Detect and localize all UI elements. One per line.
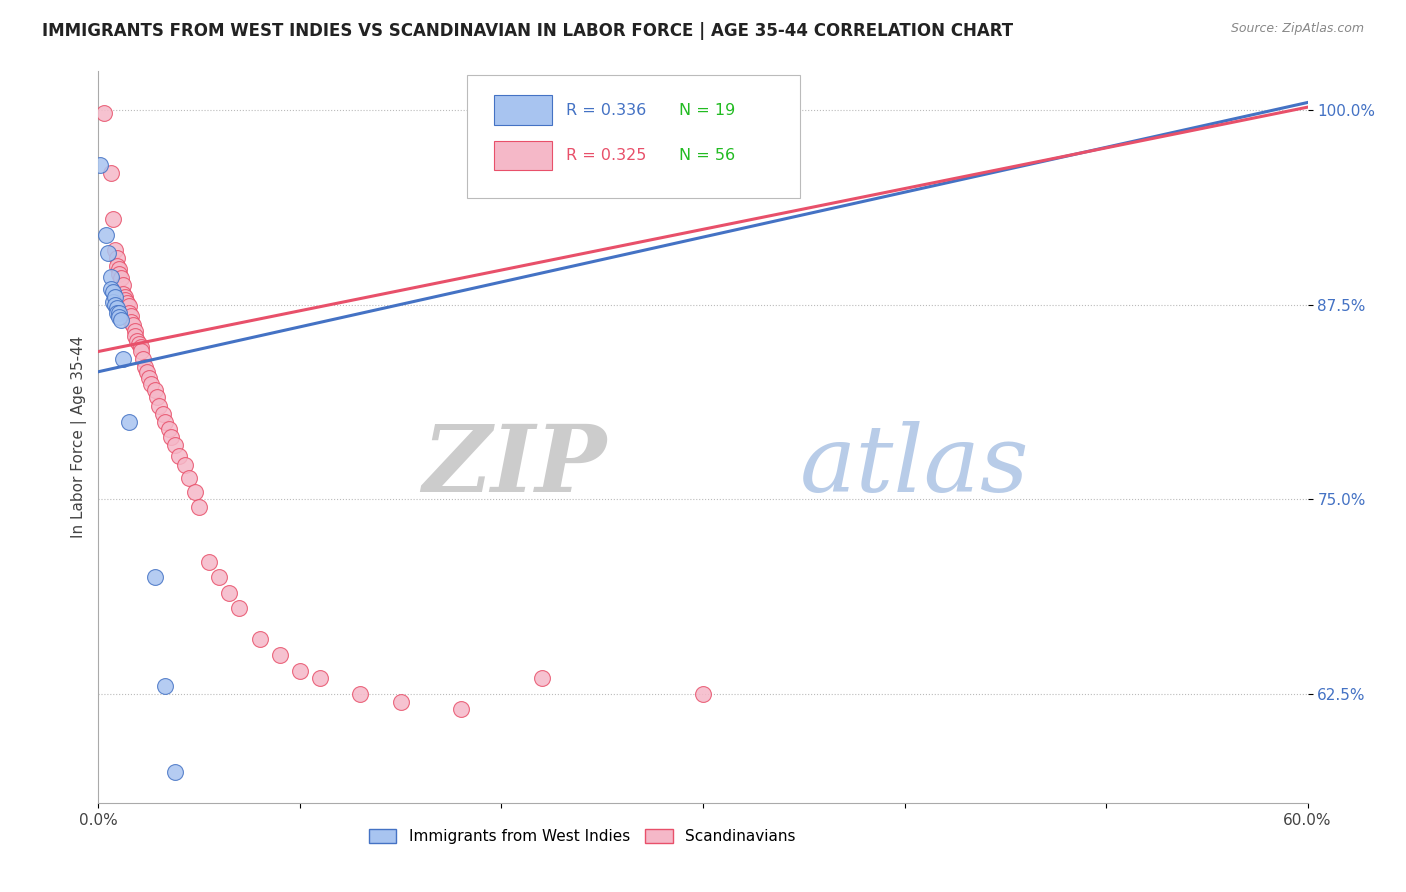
Point	[118, 299, 141, 313]
Point	[129, 340, 152, 354]
Point	[148, 399, 170, 413]
Point	[97, 246, 120, 260]
Point	[163, 764, 186, 779]
Point	[288, 664, 311, 678]
Point	[129, 344, 152, 359]
Point	[138, 371, 160, 385]
Point	[389, 695, 412, 709]
Point	[105, 251, 128, 265]
Point	[208, 570, 231, 584]
Point	[100, 282, 122, 296]
Point	[228, 601, 250, 615]
Point	[107, 305, 129, 319]
Point	[349, 687, 371, 701]
Point	[692, 687, 714, 701]
FancyBboxPatch shape	[467, 75, 800, 198]
Point	[107, 310, 129, 325]
Point	[111, 352, 134, 367]
Point	[125, 334, 148, 348]
Point	[143, 570, 166, 584]
Point	[121, 318, 143, 332]
Text: Source: ZipAtlas.com: Source: ZipAtlas.com	[1230, 22, 1364, 36]
Point	[134, 359, 156, 374]
Point	[105, 305, 128, 319]
Point	[103, 244, 125, 258]
Point	[100, 269, 122, 284]
Point	[118, 305, 141, 319]
Point	[269, 648, 291, 662]
Point	[107, 267, 129, 281]
Point	[93, 106, 115, 120]
Point	[89, 158, 111, 172]
Point	[103, 290, 125, 304]
Point	[101, 294, 124, 309]
Point	[110, 271, 132, 285]
Text: R = 0.336: R = 0.336	[567, 103, 647, 118]
Point	[100, 165, 122, 179]
Point	[114, 290, 136, 304]
Point	[146, 390, 169, 404]
Point	[120, 309, 142, 323]
Point	[153, 679, 176, 693]
Point	[530, 671, 553, 685]
Point	[114, 293, 136, 307]
Point	[118, 415, 141, 429]
Point	[110, 313, 132, 327]
Text: N = 56: N = 56	[679, 148, 735, 163]
Text: ZIP: ZIP	[422, 421, 606, 511]
Point	[152, 407, 174, 421]
Point	[132, 352, 155, 367]
Point	[111, 277, 134, 292]
Point	[101, 285, 124, 300]
Point	[135, 365, 157, 379]
Point	[179, 470, 201, 484]
Point	[309, 671, 332, 685]
Point	[105, 259, 128, 273]
Text: R = 0.325: R = 0.325	[567, 148, 647, 163]
Text: atlas: atlas	[800, 421, 1029, 511]
Point	[450, 702, 472, 716]
Legend: Immigrants from West Indies, Scandinavians: Immigrants from West Indies, Scandinavia…	[363, 822, 801, 850]
Point	[107, 262, 129, 277]
Point	[139, 377, 162, 392]
FancyBboxPatch shape	[494, 141, 551, 170]
Point	[128, 336, 150, 351]
Point	[157, 422, 180, 436]
Point	[120, 315, 142, 329]
Point	[174, 458, 197, 472]
Point	[96, 227, 118, 242]
Point	[103, 298, 125, 312]
Point	[101, 212, 124, 227]
Point	[124, 324, 146, 338]
Point	[143, 384, 166, 398]
Point	[153, 415, 176, 429]
Text: IMMIGRANTS FROM WEST INDIES VS SCANDINAVIAN IN LABOR FORCE | AGE 35-44 CORRELATI: IMMIGRANTS FROM WEST INDIES VS SCANDINAV…	[42, 22, 1014, 40]
Point	[105, 301, 128, 315]
Point	[124, 329, 146, 343]
Point	[115, 296, 138, 310]
Point	[218, 585, 240, 599]
Point	[184, 484, 207, 499]
Text: N = 19: N = 19	[679, 103, 735, 118]
Point	[188, 500, 211, 515]
Point	[167, 449, 190, 463]
Point	[160, 430, 183, 444]
Point	[111, 286, 134, 301]
Point	[249, 632, 271, 647]
Point	[163, 438, 186, 452]
Y-axis label: In Labor Force | Age 35-44: In Labor Force | Age 35-44	[72, 336, 87, 538]
Point	[198, 555, 221, 569]
FancyBboxPatch shape	[494, 95, 551, 125]
